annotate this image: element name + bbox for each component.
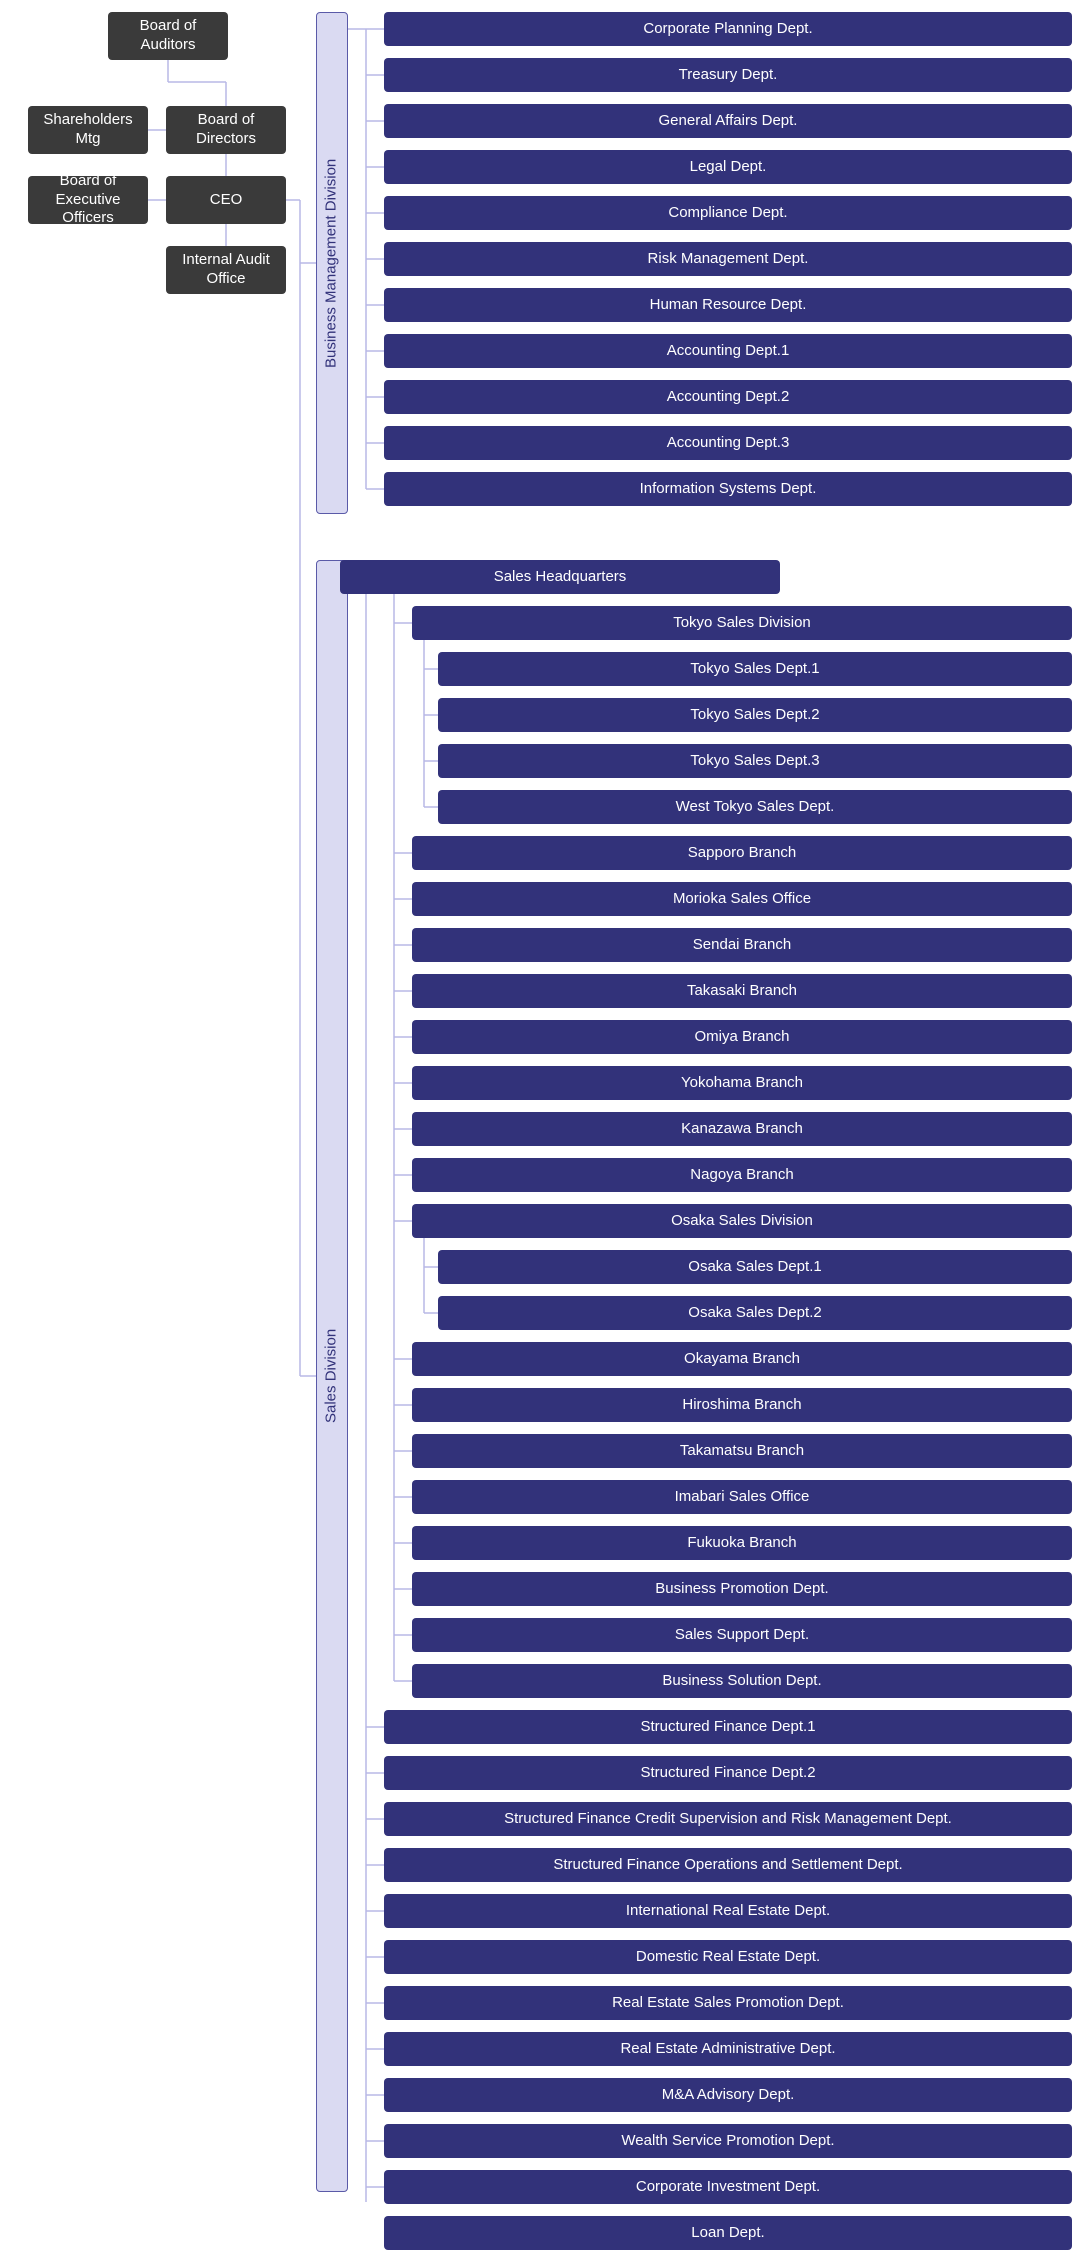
sales-division-node: Sales Division <box>316 560 348 2192</box>
sales-direct-5: Domestic Real Estate Dept. <box>384 1940 1072 1974</box>
branch-a-2: Sendai Branch <box>412 928 1072 962</box>
tokyo-dept-2: Tokyo Sales Dept.3 <box>438 744 1072 778</box>
board-of-executive-officers-node: Board of Executive Officers <box>28 176 148 224</box>
sales-direct-6: Real Estate Sales Promotion Dept. <box>384 1986 1072 2020</box>
bmd-dept-4: Compliance Dept. <box>384 196 1072 230</box>
branch-b-3: Imabari Sales Office <box>412 1480 1072 1514</box>
bmd-dept-2: General Affairs Dept. <box>384 104 1072 138</box>
branch-a-0: Sapporo Branch <box>412 836 1072 870</box>
bmd-dept-6: Human Resource Dept. <box>384 288 1072 322</box>
branch-a-4: Omiya Branch <box>412 1020 1072 1054</box>
tokyo-dept-0: Tokyo Sales Dept.1 <box>438 652 1072 686</box>
tokyo-dept-3: West Tokyo Sales Dept. <box>438 790 1072 824</box>
tokyo-dept-1: Tokyo Sales Dept.2 <box>438 698 1072 732</box>
branch-a-5: Yokohama Branch <box>412 1066 1072 1100</box>
board-of-directors-node: Board of Directors <box>166 106 286 154</box>
internal-audit-office-node: Internal Audit Office <box>166 246 286 294</box>
sales-direct-3: Structured Finance Operations and Settle… <box>384 1848 1072 1882</box>
branch-b-7: Business Solution Dept. <box>412 1664 1072 1698</box>
bmd-dept-1: Treasury Dept. <box>384 58 1072 92</box>
ceo-node: CEO <box>166 176 286 224</box>
bmd-dept-0: Corporate Planning Dept. <box>384 12 1072 46</box>
bmd-dept-9: Accounting Dept.3 <box>384 426 1072 460</box>
sales-direct-0: Structured Finance Dept.1 <box>384 1710 1072 1744</box>
branch-b-0: Okayama Branch <box>412 1342 1072 1376</box>
osaka-dept-0: Osaka Sales Dept.1 <box>438 1250 1072 1284</box>
board-of-auditors-node: Board of Auditors <box>108 12 228 60</box>
branch-b-6: Sales Support Dept. <box>412 1618 1072 1652</box>
bmd-dept-8: Accounting Dept.2 <box>384 380 1072 414</box>
bmd-dept-7: Accounting Dept.1 <box>384 334 1072 368</box>
business-management-division-node: Business Management Division <box>316 12 348 514</box>
branch-b-2: Takamatsu Branch <box>412 1434 1072 1468</box>
sales-direct-10: Corporate Investment Dept. <box>384 2170 1072 2204</box>
shareholders-mtg-node: Shareholders Mtg <box>28 106 148 154</box>
sales-direct-8: M&A Advisory Dept. <box>384 2078 1072 2112</box>
sales-direct-7: Real Estate Administrative Dept. <box>384 2032 1072 2066</box>
tokyo-sales-division-node: Tokyo Sales Division <box>412 606 1072 640</box>
bmd-dept-5: Risk Management Dept. <box>384 242 1072 276</box>
branch-b-5: Business Promotion Dept. <box>412 1572 1072 1606</box>
sales-direct-4: International Real Estate Dept. <box>384 1894 1072 1928</box>
bmd-dept-3: Legal Dept. <box>384 150 1072 184</box>
sales-direct-1: Structured Finance Dept.2 <box>384 1756 1072 1790</box>
sales-direct-11: Loan Dept. <box>384 2216 1072 2250</box>
osaka-dept-1: Osaka Sales Dept.2 <box>438 1296 1072 1330</box>
branch-a-6: Kanazawa Branch <box>412 1112 1072 1146</box>
osaka-sales-division-node: Osaka Sales Division <box>412 1204 1072 1238</box>
sales-hq-node: Sales Headquarters <box>340 560 780 594</box>
branch-b-4: Fukuoka Branch <box>412 1526 1072 1560</box>
sales-direct-2: Structured Finance Credit Supervision an… <box>384 1802 1072 1836</box>
bmd-dept-10: Information Systems Dept. <box>384 472 1072 506</box>
branch-b-1: Hiroshima Branch <box>412 1388 1072 1422</box>
branch-a-3: Takasaki Branch <box>412 974 1072 1008</box>
branch-a-1: Morioka Sales Office <box>412 882 1072 916</box>
branch-a-7: Nagoya Branch <box>412 1158 1072 1192</box>
sales-direct-9: Wealth Service Promotion Dept. <box>384 2124 1072 2158</box>
